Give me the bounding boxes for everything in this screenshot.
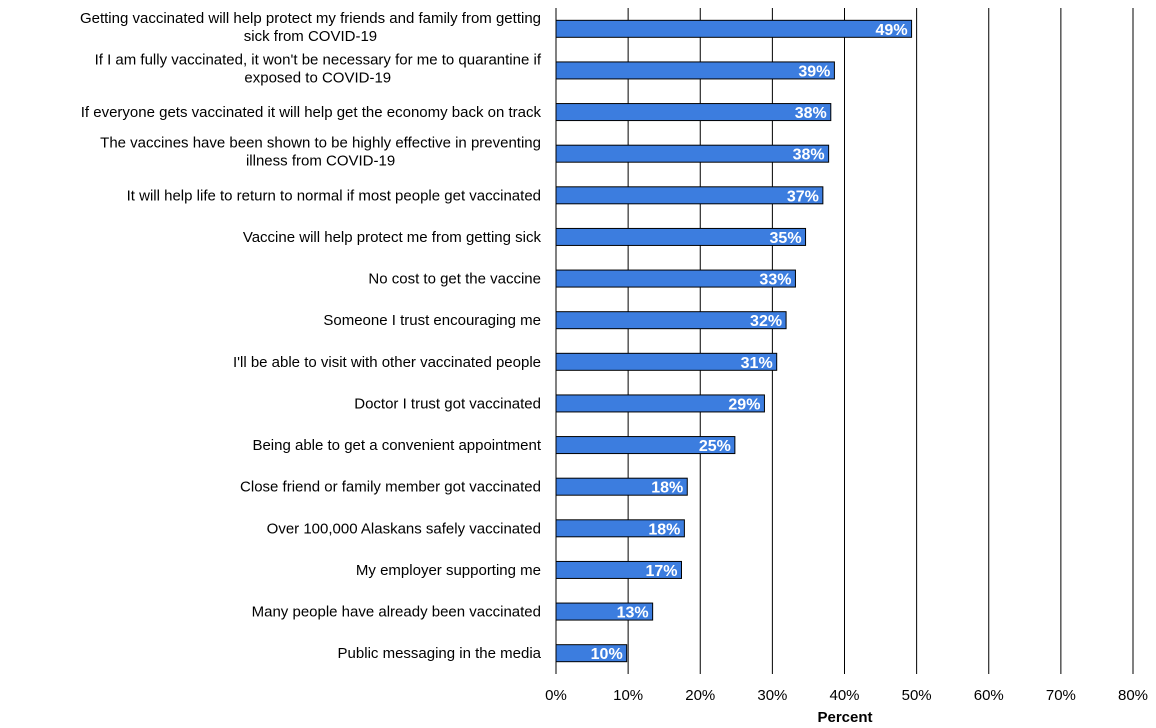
bar <box>555 644 628 663</box>
category-label: If everyone gets vaccinated it will help… <box>81 104 542 121</box>
bar <box>555 19 913 38</box>
bar <box>555 352 778 371</box>
category-label: Over 100,000 Alaskans safely vaccinated <box>267 520 541 537</box>
category-label-line: exposed to COVID-19 <box>244 69 391 86</box>
data-label: 17% <box>645 563 677 580</box>
bar <box>555 394 765 413</box>
category-label-line: Vaccine will help protect me from gettin… <box>243 229 542 246</box>
category-label: If I am fully vaccinated, it won't be ne… <box>95 51 542 86</box>
category-label-line: sick from COVID-19 <box>244 28 377 45</box>
data-label: 39% <box>798 63 830 80</box>
bar <box>555 227 807 246</box>
data-label: 33% <box>759 272 791 289</box>
bars: 49% 39% 38% 38% 37% 35% 33% 32% 31% 29% 25% 18% 18% 1… <box>555 19 913 663</box>
category-label: Doctor I trust got vaccinated <box>354 395 541 412</box>
x-tick-label: 50% <box>902 687 932 704</box>
bar <box>555 436 736 455</box>
x-tick-label: 20% <box>685 687 715 704</box>
data-label: 37% <box>787 188 819 205</box>
bar <box>555 560 682 579</box>
category-label-line: If everyone gets vaccinated it will help… <box>81 104 542 121</box>
data-label: 38% <box>795 105 827 122</box>
category-label-line: My employer supporting me <box>356 562 541 579</box>
category-label-line: The vaccines have been shown to be highl… <box>100 135 541 152</box>
category-labels: Getting vaccinated will help protect my … <box>80 10 542 662</box>
category-label-line: If I am fully vaccinated, it won't be ne… <box>95 51 542 68</box>
x-tick-label: 0% <box>545 687 567 704</box>
bar <box>555 103 832 122</box>
x-tick-label: 60% <box>974 687 1004 704</box>
data-label: 49% <box>876 22 908 39</box>
bar <box>555 144 830 163</box>
data-label: 32% <box>750 313 782 330</box>
category-label: Being able to get a convenient appointme… <box>252 437 541 454</box>
category-label: No cost to get the vaccine <box>368 271 541 288</box>
bar <box>555 61 835 80</box>
category-label-line: Over 100,000 Alaskans safely vaccinated <box>267 520 541 537</box>
category-label: The vaccines have been shown to be highl… <box>100 135 541 170</box>
category-label: Public messaging in the media <box>338 645 542 662</box>
category-label: Close friend or family member got vaccin… <box>240 479 541 496</box>
x-tick-label: 10% <box>613 687 643 704</box>
data-label: 13% <box>617 605 649 622</box>
category-label: Getting vaccinated will help protect my … <box>80 10 541 45</box>
x-tick-label: 80% <box>1118 687 1148 704</box>
category-label-line: Many people have already been vaccinated <box>252 604 541 621</box>
category-label: Someone I trust encouraging me <box>323 312 541 329</box>
data-label: 18% <box>648 521 680 538</box>
category-label: I'll be able to visit with other vaccina… <box>233 354 541 371</box>
data-label: 31% <box>741 355 773 372</box>
data-label: 29% <box>728 396 760 413</box>
category-label-line: illness from COVID-19 <box>246 153 395 170</box>
category-label: Vaccine will help protect me from gettin… <box>243 229 542 246</box>
category-label-line: Public messaging in the media <box>338 645 542 662</box>
data-label: 18% <box>651 480 683 497</box>
bar <box>555 519 685 538</box>
bar <box>555 477 688 496</box>
data-label: 10% <box>591 646 623 663</box>
bar <box>555 186 824 205</box>
x-axis-title: Percent <box>817 709 872 726</box>
category-label-line: Close friend or family member got vaccin… <box>240 479 541 496</box>
data-label: 38% <box>793 147 825 164</box>
x-tick-label: 70% <box>1046 687 1076 704</box>
data-label: 35% <box>770 230 802 247</box>
x-tick-label: 40% <box>829 687 859 704</box>
category-label: Many people have already been vaccinated <box>252 604 541 621</box>
category-label: It will help life to return to normal if… <box>127 187 541 204</box>
bar <box>555 269 796 288</box>
category-label-line: No cost to get the vaccine <box>368 271 541 288</box>
x-tick-label: 30% <box>757 687 787 704</box>
bar <box>555 311 787 330</box>
category-label: My employer supporting me <box>356 562 541 579</box>
category-label-line: Getting vaccinated will help protect my … <box>80 10 541 27</box>
category-label-line: It will help life to return to normal if… <box>127 187 541 204</box>
tick-labels: 0% 10% 20% 30% 40% 50% 60% 70% 80% <box>545 687 1148 704</box>
category-label-line: I'll be able to visit with other vaccina… <box>233 354 541 371</box>
bar <box>555 602 654 621</box>
data-label: 25% <box>699 438 731 455</box>
category-label-line: Doctor I trust got vaccinated <box>354 395 541 412</box>
category-label-line: Being able to get a convenient appointme… <box>252 437 541 454</box>
category-label-line: Someone I trust encouraging me <box>323 312 541 329</box>
